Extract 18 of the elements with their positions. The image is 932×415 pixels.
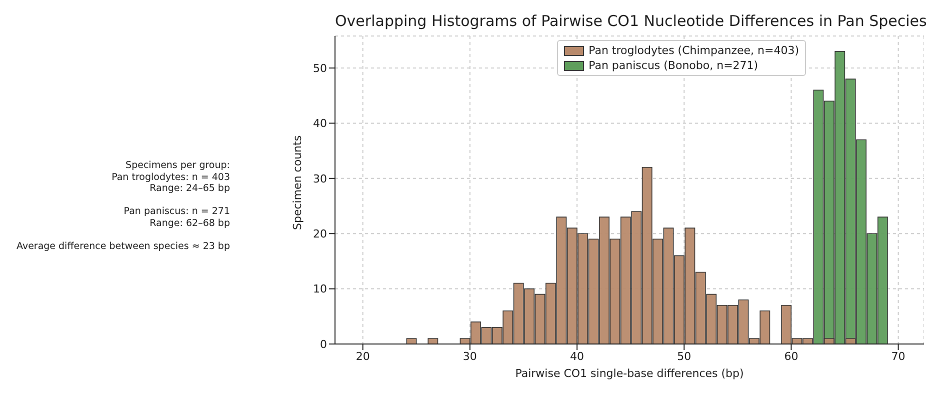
- chart-title: Overlapping Histograms of Pairwise CO1 Nucleotide Differences in Pan Species: [335, 12, 927, 30]
- y-axis-title: Specimen counts: [290, 135, 304, 230]
- y-tick-label: 30: [313, 172, 327, 186]
- x-tick-label: 40: [570, 350, 584, 363]
- legend-label: Pan troglodytes (Chimpanzee, n=403): [588, 43, 799, 58]
- x-tick-label: 20: [356, 350, 370, 363]
- y-tick-label: 0: [320, 338, 327, 351]
- x-axis-title: Pairwise CO1 single-base differences (bp): [515, 367, 744, 380]
- x-tick-label: 50: [677, 350, 692, 363]
- y-tick-label: 10: [313, 282, 327, 296]
- legend-label: Pan paniscus (Bonobo, n=271): [588, 58, 758, 73]
- x-tick-label: 60: [784, 350, 798, 363]
- x-tick-label: 30: [462, 350, 477, 363]
- text: Specimens per group: Pan troglodytes: n = 403 Range: 24–65 bp Pan paniscus: n = 271 Range: 62–68 bp Average difference between species ≈ 23 bp: [16, 160, 230, 252]
- x-tick-label: 70: [891, 350, 906, 363]
- y-tick-label: 50: [313, 62, 327, 75]
- y-tick-label: 20: [313, 228, 327, 241]
- y-tick-label: 40: [313, 117, 327, 130]
